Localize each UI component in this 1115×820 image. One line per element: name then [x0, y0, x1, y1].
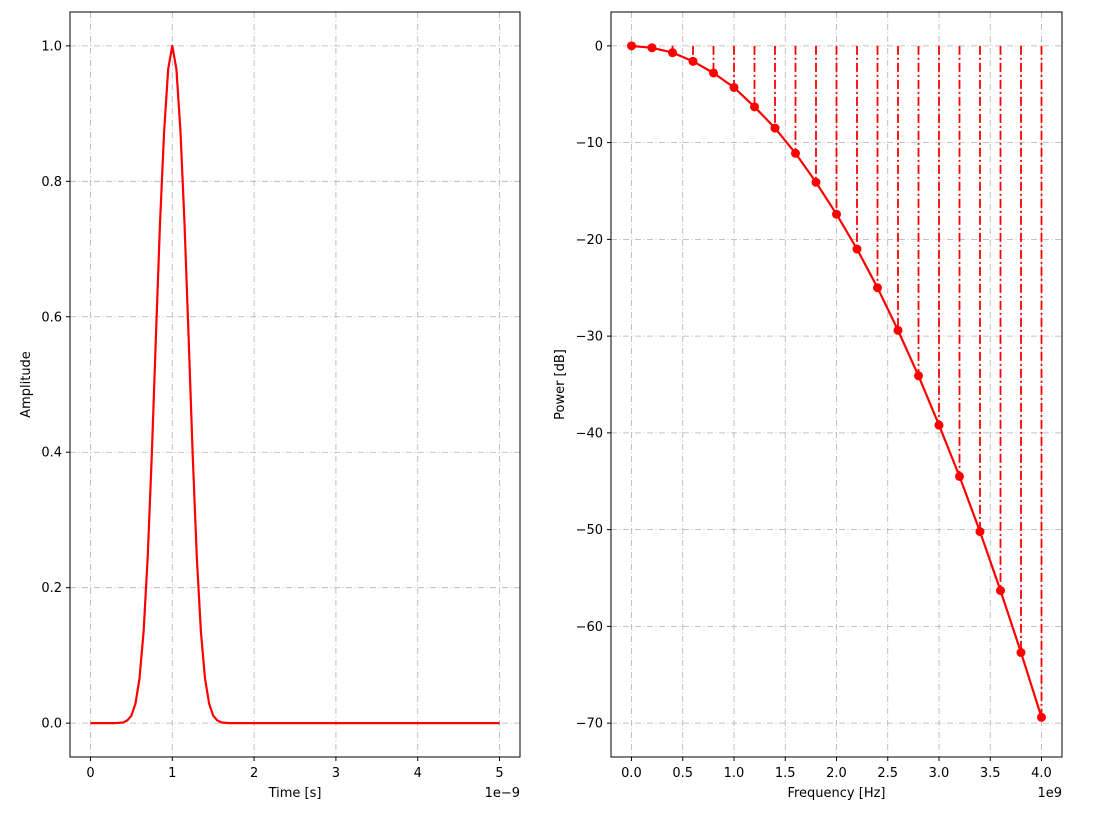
- y-axis-label: Amplitude: [19, 351, 34, 418]
- x-tick-label: 4.0: [1031, 766, 1052, 781]
- y-axis-label: Power [dB]: [553, 349, 568, 420]
- data-point: [770, 123, 780, 133]
- data-point: [996, 586, 1005, 596]
- data-point: [729, 82, 739, 92]
- x-tick-label: 0.5: [672, 766, 693, 781]
- y-tick-label: 0.6: [41, 310, 62, 325]
- data-point: [832, 209, 841, 219]
- y-tick-label: 0: [595, 39, 603, 54]
- frequency-domain-plot: 0.0 0.5 1.0 1.5 2.0 2.5 3.0 3.5 4.0 0 −10 −20 −30 −40…: [553, 11, 1063, 801]
- series-marks: [627, 41, 1046, 722]
- x-offset-label: 1e9: [1037, 786, 1062, 801]
- y-tick-label: 0.4: [41, 446, 62, 461]
- data-point: [852, 244, 862, 254]
- x-offset-label: 1e−9: [485, 786, 520, 801]
- series-marks: [90, 44, 500, 725]
- y-tick-label: −10: [576, 136, 603, 151]
- x-tick-label: 1.5: [775, 766, 796, 781]
- y-tick-label: 0.0: [41, 717, 62, 732]
- data-point: [811, 177, 821, 187]
- x-tick-label: 5: [495, 766, 503, 781]
- data-point: [934, 420, 944, 430]
- data-point: [688, 56, 698, 66]
- y-tick-label: −60: [576, 620, 603, 635]
- data-point: [873, 283, 882, 293]
- data-point: [893, 325, 903, 335]
- x-tick-label: 1.0: [724, 766, 745, 781]
- y-tick-label: −20: [576, 233, 603, 248]
- data-point: [1037, 712, 1046, 722]
- x-tick-label: 0: [86, 766, 94, 781]
- data-point: [1016, 648, 1026, 658]
- y-tick-label: 0.2: [41, 581, 62, 596]
- x-tick-label: 2.0: [826, 766, 847, 781]
- x-tick-label: 2: [250, 766, 258, 781]
- data-point: [914, 371, 923, 381]
- x-tick-label: 0.0: [621, 766, 642, 781]
- x-tick-label: 4: [414, 766, 422, 781]
- data-point: [668, 48, 677, 58]
- y-tick-label: −50: [576, 523, 603, 538]
- data-point: [791, 148, 800, 158]
- data-point: [627, 41, 636, 51]
- time-domain-plot: 0 1 2 3 4 5 0.0 0.2 0.4 0.6 0.8 1.0 Time [s] Amplit…: [19, 11, 521, 801]
- data-point: [955, 471, 964, 481]
- x-tick-label: 3: [332, 766, 340, 781]
- axis-ticks: 0 1 2 3 4 5 0.0 0.2 0.4 0.6 0.8 1.0: [41, 39, 503, 781]
- series-line: [90, 44, 500, 725]
- y-tick-label: 1.0: [41, 39, 62, 54]
- y-tick-label: −70: [576, 717, 603, 732]
- axis-ticks: 0.0 0.5 1.0 1.5 2.0 2.5 3.0 3.5 4.0 0 −10 −20 −30 −40…: [576, 39, 1052, 781]
- data-point: [975, 527, 985, 537]
- y-tick-label: −30: [576, 330, 603, 345]
- x-tick-label: 3.0: [929, 766, 950, 781]
- data-point: [647, 43, 657, 53]
- y-tick-label: −40: [576, 426, 603, 441]
- data-point: [750, 102, 759, 112]
- data-point: [709, 68, 718, 78]
- x-axis-label: Frequency [Hz]: [787, 786, 885, 801]
- plot-frame: [69, 11, 521, 758]
- x-axis-label: Time [s]: [268, 786, 322, 801]
- x-tick-label: 2.5: [877, 766, 898, 781]
- x-tick-label: 3.5: [980, 766, 1001, 781]
- y-tick-label: 0.8: [41, 175, 62, 190]
- x-tick-label: 1: [168, 766, 176, 781]
